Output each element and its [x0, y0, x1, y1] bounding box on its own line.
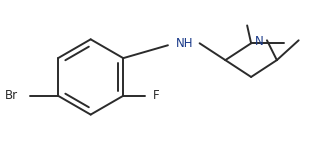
Text: N: N — [255, 35, 264, 48]
Text: Br: Br — [5, 89, 18, 102]
Text: NH: NH — [176, 37, 193, 50]
Text: F: F — [153, 89, 160, 102]
